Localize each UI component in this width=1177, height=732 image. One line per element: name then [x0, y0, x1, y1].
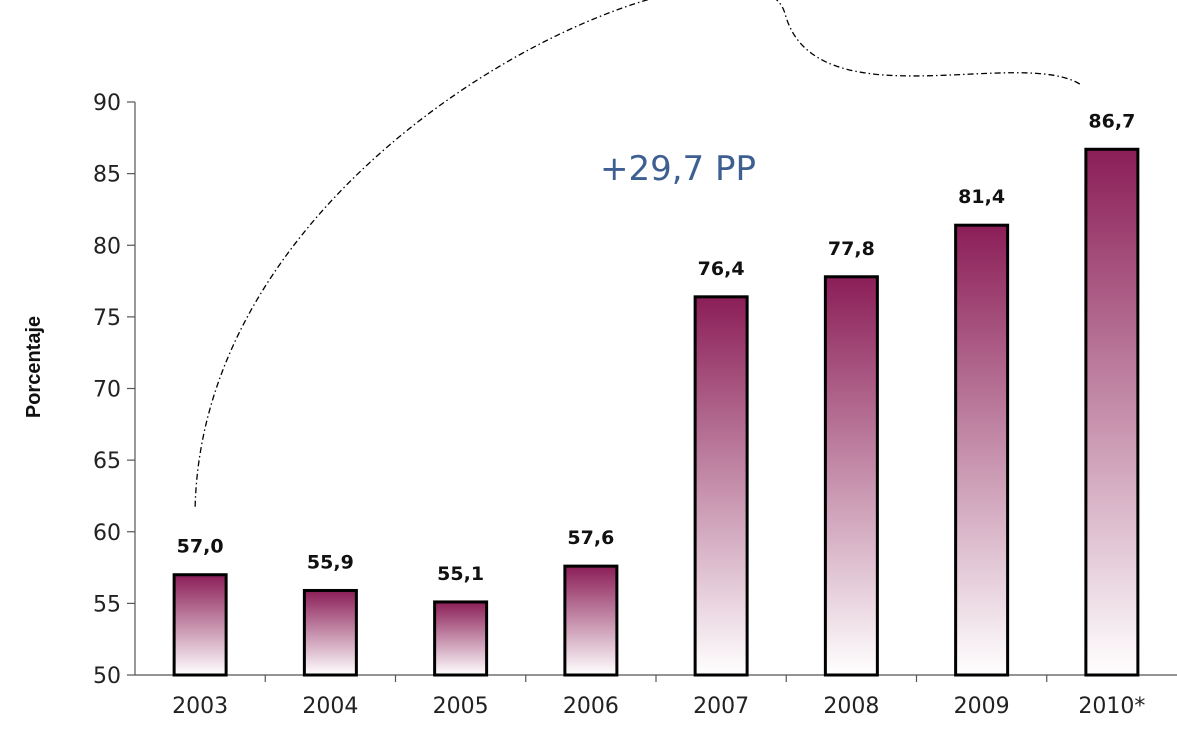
x-tick-label: 2004: [302, 694, 358, 719]
data-label: 57,6: [567, 527, 614, 549]
y-tick-label: 85: [93, 163, 121, 188]
x-tick-label: 2003: [172, 694, 228, 719]
annotation-arc: [194, 0, 1083, 507]
y-tick-label: 80: [93, 234, 121, 259]
y-tick-label: 75: [93, 306, 121, 331]
axes: 50 55 60 65 70 75 80 85 90 2003 2004 2005 2006 2007 20…: [93, 91, 1177, 719]
y-tick-label: 90: [93, 91, 121, 116]
x-tick-label: 2007: [693, 694, 749, 719]
annotation: +29,7 PP: [194, 0, 1083, 507]
y-tick-label: 60: [93, 521, 121, 546]
bar-2005: [433, 600, 489, 677]
bar-2006: [563, 564, 619, 677]
y-tick-label: 70: [93, 378, 121, 403]
annotation-text: +29,7 PP: [600, 149, 756, 189]
x-tick-label: 2010*: [1078, 694, 1145, 719]
value-labels: 57,0 55,9 55,1 57,6 76,4 77,8 81,4 86,7: [177, 110, 1136, 585]
data-label: 81,4: [958, 186, 1005, 208]
data-label: 86,7: [1088, 110, 1135, 132]
bar-2007: [693, 295, 749, 677]
x-tick-label: 2005: [433, 694, 489, 719]
data-label: 76,4: [698, 258, 745, 280]
bars: [172, 147, 1140, 677]
bar-2009: [954, 223, 1010, 677]
data-label: 57,0: [177, 536, 224, 558]
bar-2008: [823, 275, 879, 677]
x-tick-label: 2009: [954, 694, 1010, 719]
y-tick-label: 65: [93, 449, 121, 474]
bar-2004: [302, 588, 358, 677]
x-tick-label: 2008: [823, 694, 879, 719]
bar-2010: [1084, 147, 1140, 677]
y-axis-title: Porcentaje: [23, 316, 45, 418]
bar-2003: [172, 573, 228, 677]
y-tick-label: 55: [93, 592, 121, 617]
y-tick-label: 50: [93, 664, 121, 689]
data-label: 55,1: [437, 563, 484, 585]
data-label: 77,8: [828, 238, 875, 260]
data-label: 55,9: [307, 551, 354, 573]
x-tick-label: 2006: [563, 694, 619, 719]
